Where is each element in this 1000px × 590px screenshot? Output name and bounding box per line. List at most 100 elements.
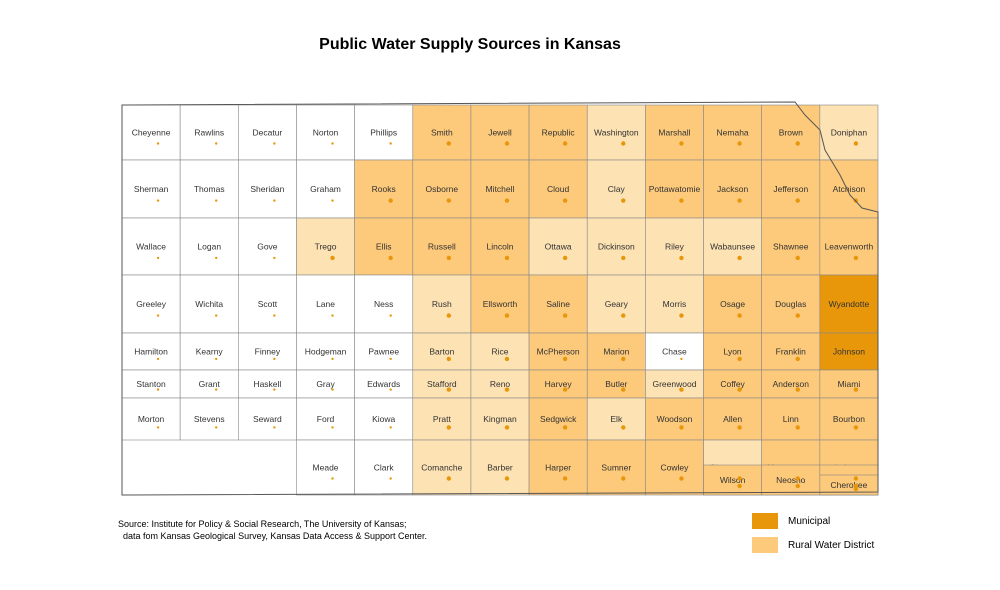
- municipal-spot: [446, 198, 452, 203]
- municipal-spot: [446, 255, 452, 261]
- county-label-grant: Grant: [199, 379, 221, 389]
- municipal-spot: [389, 426, 392, 429]
- municipal-spot: [331, 477, 334, 480]
- county-label-kingman: Kingman: [483, 414, 517, 424]
- municipal-spot: [215, 256, 218, 260]
- county-label-sumner: Sumner: [601, 463, 631, 473]
- county-label-rush: Rush: [432, 299, 452, 309]
- county-barber: [470, 439, 530, 496]
- municipal-spot: [273, 314, 276, 317]
- county-label-brown: Brown: [779, 128, 803, 138]
- municipal-spot: [562, 141, 568, 146]
- source-line-2: data fom Kansas Geological Survey, Kansa…: [123, 531, 427, 541]
- county-label-republic: Republic: [542, 128, 576, 138]
- county-haskell: [238, 369, 297, 399]
- county-ness: [354, 274, 414, 334]
- legend: Municipal Rural Water District: [752, 513, 874, 561]
- county-label-wyandotte: Wyandotte: [829, 299, 870, 309]
- county-coffey: [703, 369, 762, 399]
- county-lyon: [703, 332, 762, 371]
- municipal-spot: [621, 387, 626, 392]
- county-label-atchison: Atchison: [833, 184, 866, 194]
- county-rush: [412, 274, 472, 334]
- county-label-kiowa: Kiowa: [372, 414, 395, 424]
- county-anderson: [761, 369, 821, 399]
- county-lincoln: [470, 217, 530, 276]
- county-ellis: [354, 217, 414, 276]
- municipal-spot: [679, 476, 684, 481]
- county-label-logan: Logan: [197, 242, 221, 252]
- municipal-spot: [504, 425, 510, 430]
- county-stevens: [179, 397, 239, 441]
- municipal-spot: [273, 357, 276, 361]
- municipal-spot: [737, 356, 742, 362]
- county-label-lyon: Lyon: [724, 347, 742, 357]
- municipal-spot: [446, 313, 452, 318]
- county-elk: [586, 397, 646, 441]
- county-label-ness: Ness: [374, 299, 393, 309]
- county-wilson: [703, 464, 762, 496]
- municipal-spot: [795, 255, 800, 261]
- municipal-spot: [621, 198, 626, 203]
- county-jackson: [703, 159, 762, 219]
- county-label-norton: Norton: [313, 128, 339, 138]
- county-label-rooks: Rooks: [372, 184, 396, 194]
- county-miami: [819, 369, 879, 399]
- county-label-smith: Smith: [431, 128, 453, 138]
- municipal-spot: [737, 387, 742, 392]
- county-label-franklin: Franklin: [776, 347, 807, 357]
- municipal-spot: [621, 141, 626, 146]
- county-label-kearny: Kearny: [196, 347, 224, 357]
- county-jefferson: [761, 159, 821, 219]
- county-johnson: [819, 332, 879, 371]
- county-label-shawnee: Shawnee: [773, 242, 809, 252]
- municipal-spot: [679, 255, 684, 261]
- county-sedgwick: [528, 397, 588, 441]
- county-jewell: [470, 104, 530, 161]
- municipal-spot: [330, 255, 335, 261]
- county-label-elk: Elk: [610, 414, 623, 424]
- municipal-spot: [679, 141, 684, 146]
- map-title: Public Water Supply Sources in Kansas: [319, 36, 621, 53]
- county-label-wallace: Wallace: [136, 242, 166, 252]
- county-label-thomas: Thomas: [194, 184, 225, 194]
- county-morton: [121, 397, 181, 441]
- county-label-marion: Marion: [603, 347, 629, 357]
- municipal-spot: [679, 198, 684, 203]
- municipal-spot: [679, 313, 684, 318]
- municipal-spot: [331, 426, 334, 429]
- county-label-douglas: Douglas: [775, 299, 806, 309]
- municipal-spot: [737, 313, 742, 318]
- municipal-spot: [853, 255, 859, 261]
- county-doniphan: [819, 104, 879, 161]
- county-label-butler: Butler: [605, 379, 627, 389]
- county-label-saline: Saline: [546, 299, 570, 309]
- municipal-spot: [504, 255, 510, 261]
- county-label-hamilton: Hamilton: [134, 347, 168, 357]
- municipal-spot: [853, 141, 859, 146]
- county-label-trego: Trego: [315, 242, 337, 252]
- county-gray: [296, 369, 355, 399]
- county-label-rawlins: Rawlins: [194, 128, 224, 138]
- county-label-haskell: Haskell: [253, 379, 281, 389]
- county-trego: [296, 217, 355, 276]
- municipal-spots: [156, 141, 859, 492]
- municipal-spot: [737, 483, 742, 489]
- county-label-rice: Rice: [491, 347, 508, 357]
- county-label-meade: Meade: [313, 463, 339, 473]
- municipal-spot: [853, 476, 859, 481]
- county-label-greeley: Greeley: [136, 299, 167, 309]
- municipal-spot: [504, 313, 510, 318]
- county-label-cloud: Cloud: [547, 184, 569, 194]
- municipal-spot: [795, 141, 800, 146]
- municipal-spot: [215, 357, 218, 361]
- county-label-russell: Russell: [428, 242, 456, 252]
- county-label-coffey: Coffey: [720, 379, 745, 389]
- legend-swatch-municipal: [752, 513, 778, 529]
- county-nemaha: [703, 104, 762, 161]
- county-label-morton: Morton: [138, 414, 165, 424]
- county-label-edwards: Edwards: [367, 379, 400, 389]
- municipal-spot: [215, 426, 218, 429]
- county-label-lincoln: Lincoln: [487, 242, 514, 252]
- county-kingman: [470, 397, 530, 441]
